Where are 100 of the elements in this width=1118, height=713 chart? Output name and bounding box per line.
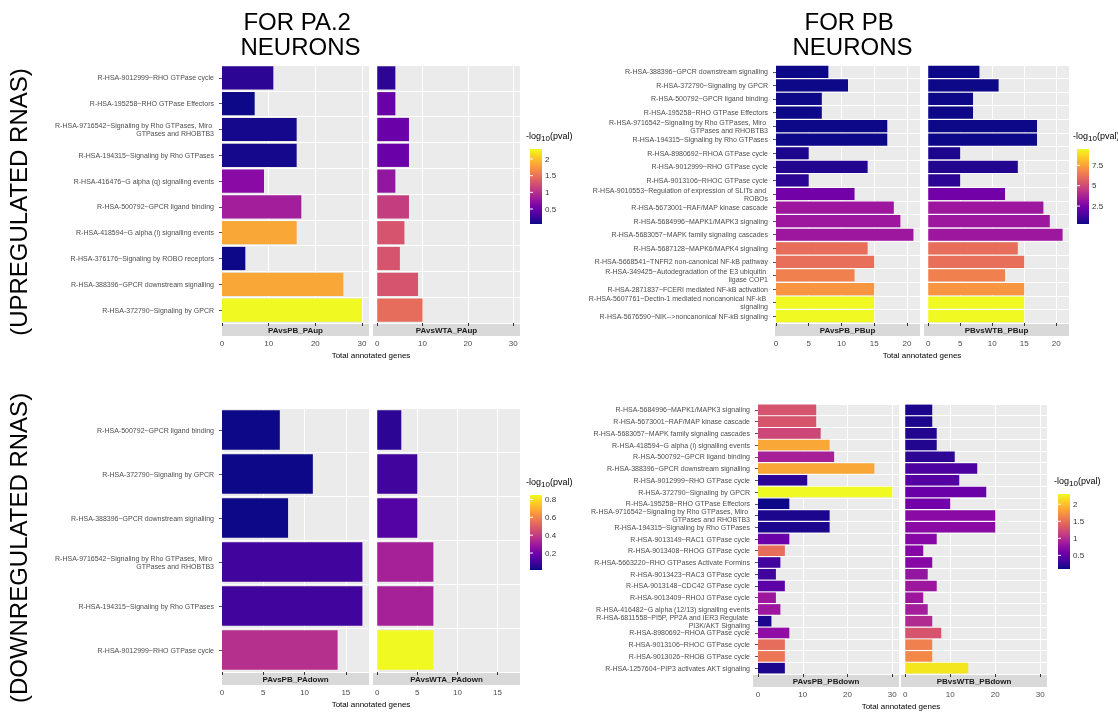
bar <box>222 117 297 142</box>
color-bar-label: 1.5 <box>545 171 557 181</box>
color-bar-label: 1 <box>545 187 550 197</box>
x-tick-label: 5 <box>957 338 963 348</box>
bar <box>758 627 790 639</box>
bar <box>758 615 772 627</box>
bar <box>222 169 264 193</box>
bar <box>928 269 1006 282</box>
x-tick-label: 20 <box>843 689 853 699</box>
bar <box>377 66 396 90</box>
x-tick-label: 0 <box>219 338 225 348</box>
x-axis-title: Total annotated genes <box>331 699 411 709</box>
color-bar-label: 0.4 <box>545 530 557 540</box>
bar <box>758 439 830 451</box>
bar <box>222 272 344 296</box>
color-bar-label: 1 <box>1073 533 1078 543</box>
x-tick-label: 10 <box>798 689 808 699</box>
series-label: PBvsWTB_PBdown <box>936 676 1012 686</box>
bar <box>377 298 423 322</box>
bar <box>377 498 418 538</box>
bar <box>776 269 855 282</box>
x-tick-label: 15 <box>493 687 503 697</box>
bar <box>377 630 434 670</box>
bar <box>758 545 785 557</box>
x-tick-label: 15 <box>341 687 351 697</box>
bar <box>222 542 363 582</box>
series-label: PAvsPB_PAup <box>268 325 324 335</box>
bar <box>928 187 1006 201</box>
bar <box>776 255 875 269</box>
bar <box>776 242 868 255</box>
color-bar-label: 7.5 <box>1092 160 1104 170</box>
bar <box>776 147 809 160</box>
x-tick-label: 10 <box>987 338 998 348</box>
bar <box>377 410 402 450</box>
bar <box>758 662 785 674</box>
bar <box>905 498 951 510</box>
bar <box>905 486 987 498</box>
bar <box>928 242 1018 255</box>
x-tick-label: 0 <box>773 338 779 348</box>
bar <box>928 228 1063 241</box>
text: (DOWNREGULATED RNAS) <box>4 392 32 704</box>
color-bar-label: 0.5 <box>545 204 557 214</box>
bar <box>758 428 821 439</box>
x-tick-label: 0 <box>903 689 908 699</box>
color-bar-label: 2.5 <box>1092 201 1104 211</box>
color-bar-label: 2 <box>545 154 550 164</box>
bar <box>377 143 409 167</box>
text: (UPREGULATED RNAS) <box>4 68 32 336</box>
x-tick-label: 15 <box>1019 338 1030 348</box>
bar <box>222 221 297 245</box>
x-tick-label: 10 <box>264 338 274 348</box>
series-label: PAvsWTA_PAdown <box>410 674 483 684</box>
bar <box>776 187 855 201</box>
color-bar-label: 0.8 <box>545 494 557 504</box>
chart-title: FOR PB NEURONS <box>792 8 913 60</box>
x-tick-label: 10 <box>945 689 956 699</box>
color-bar-label: 0.5 <box>1073 550 1085 560</box>
x-tick-label: 20 <box>990 689 1001 699</box>
bar <box>758 580 785 592</box>
chart-title: FOR PA.2 NEURONS <box>240 8 361 60</box>
x-tick-label: 15 <box>869 338 880 348</box>
color-bar-label: 0.2 <box>545 548 557 558</box>
x-tick-label: 30 <box>508 338 519 348</box>
x-tick-label: 10 <box>418 338 428 348</box>
bar <box>222 410 280 450</box>
bar <box>377 542 434 582</box>
x-tick-label: 5 <box>415 687 421 697</box>
x-tick-label: 10 <box>300 687 310 697</box>
bar <box>222 195 302 219</box>
bar <box>776 228 914 241</box>
bar <box>758 463 875 474</box>
bar <box>222 454 313 494</box>
bar <box>222 92 255 116</box>
bar <box>222 66 274 90</box>
bar <box>377 92 396 116</box>
bar <box>377 117 409 142</box>
x-tick-label: 30 <box>1035 689 1046 699</box>
bar <box>758 498 790 510</box>
x-tick-label: 10 <box>452 687 463 697</box>
bar <box>222 630 338 670</box>
x-tick-label: 0 <box>375 687 380 697</box>
bar <box>928 282 1025 296</box>
bar <box>905 615 933 627</box>
x-axis-title: Total annotated genes <box>861 701 941 711</box>
color-bar-label: 2 <box>1073 499 1078 509</box>
bar <box>377 454 418 494</box>
x-axis-title: Total annotated genes <box>331 350 411 360</box>
x-tick-label: 10 <box>837 338 847 348</box>
color-bar-label: 5 <box>1092 181 1097 191</box>
bar <box>776 133 888 146</box>
x-tick-label: 0 <box>219 687 225 697</box>
bar <box>377 586 434 626</box>
bar <box>222 498 289 538</box>
bar <box>222 586 363 626</box>
bar <box>928 133 1038 146</box>
x-tick-label: 5 <box>261 687 267 697</box>
x-tick-label: 20 <box>1051 338 1062 348</box>
bar <box>377 272 419 296</box>
series-label: PAvsPB_PBdown <box>792 676 860 686</box>
bar <box>758 533 790 545</box>
